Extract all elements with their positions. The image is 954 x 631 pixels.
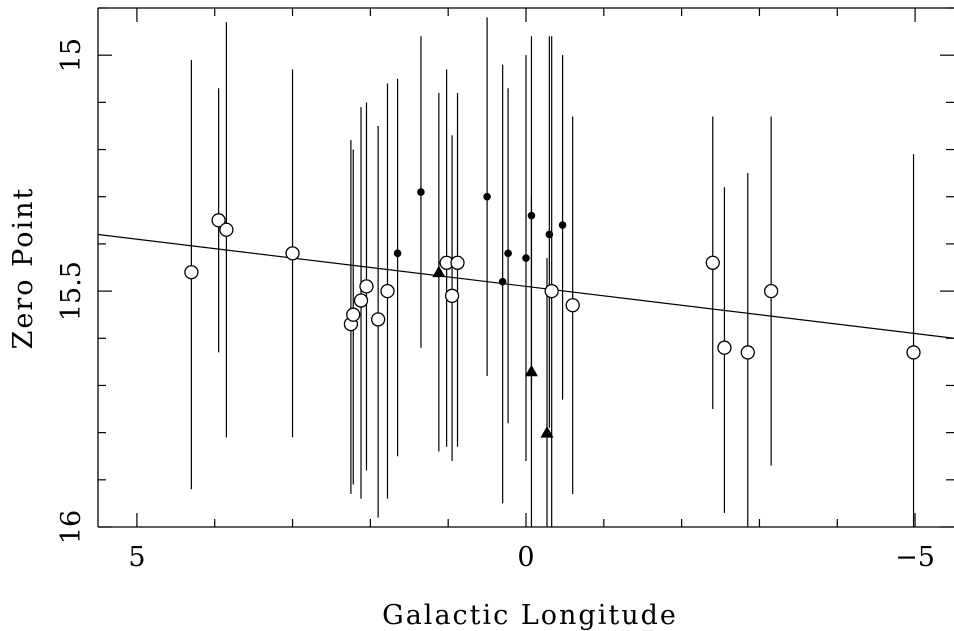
open-circle-point [544, 283, 559, 299]
data-markers [184, 188, 921, 438]
y-tick-label: 15.5 [56, 261, 87, 321]
open-circle-point [370, 312, 386, 327]
filled-dot-point [417, 188, 425, 196]
open-circle-point [705, 255, 720, 270]
open-circle-point [219, 222, 234, 237]
open-circle-point [184, 265, 199, 280]
x-tick-label: 0 [517, 542, 534, 573]
filled-dot-point [558, 221, 567, 229]
filled-dot-point [498, 277, 507, 286]
open-circle-point [450, 255, 465, 270]
open-circle-point [906, 345, 921, 360]
filled-dot-point [527, 211, 536, 220]
open-circle-point [717, 340, 732, 355]
y-tick-label: 16 [56, 510, 87, 544]
triangle-point [540, 426, 554, 438]
filled-dot-point [522, 254, 530, 262]
open-circle-point [565, 298, 580, 313]
open-circle-point [444, 288, 460, 303]
filled-dot-point [545, 230, 554, 239]
open-circle-point [740, 345, 755, 360]
filled-dot-point [504, 249, 512, 258]
y-axis-title: Zero Point [8, 187, 39, 350]
open-circle-point [359, 279, 374, 294]
x-tick-label: 5 [128, 542, 145, 573]
open-circle-point [353, 293, 369, 308]
open-circle-point [285, 246, 300, 261]
x-axis-title: Galactic Longitude [382, 600, 678, 631]
error-bars [190, 17, 915, 527]
open-circle-point [380, 283, 395, 299]
open-circle-point [763, 283, 779, 299]
open-circle-point [346, 307, 361, 322]
y-tick-label: 15 [56, 38, 87, 72]
filled-dot-point [483, 192, 491, 201]
filled-dot-point [393, 249, 402, 258]
x-tick-label: −5 [895, 542, 935, 573]
axis-ticks [98, 7, 954, 528]
triangle-point [524, 364, 538, 377]
tick-labels: 5 0 −5 15 15.5 16 [56, 38, 935, 573]
open-circle-point [211, 213, 226, 228]
triangle-point [432, 265, 446, 278]
